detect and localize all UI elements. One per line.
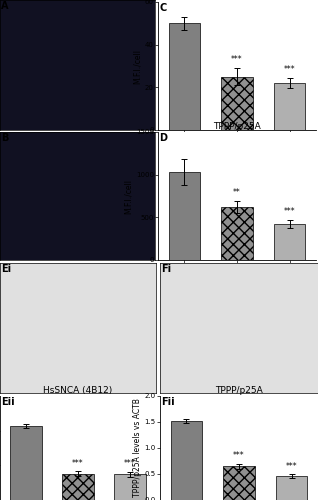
Bar: [170, 421, 202, 500]
Text: ***: ***: [284, 208, 295, 216]
Bar: [274, 224, 306, 260]
Bar: [274, 83, 306, 130]
Text: C: C: [159, 3, 166, 13]
Title: TPPP/p25A: TPPP/p25A: [213, 122, 261, 131]
Bar: [62, 474, 93, 500]
Bar: [169, 24, 200, 130]
Text: Fii: Fii: [161, 397, 175, 407]
Y-axis label: M.F.I./cell: M.F.I./cell: [133, 48, 142, 84]
Title: HsSNCA (LB509): HsSNCA (LB509): [200, 0, 274, 1]
Text: B: B: [1, 133, 8, 143]
Y-axis label: TPPP/p25A levels vs ACTB: TPPP/p25A levels vs ACTB: [133, 398, 142, 498]
Bar: [114, 474, 146, 500]
Text: Ei: Ei: [1, 264, 11, 274]
Text: ***: ***: [286, 462, 297, 471]
Bar: [276, 476, 308, 500]
Bar: [221, 76, 253, 130]
Text: Fi: Fi: [161, 264, 171, 274]
Text: **: **: [233, 188, 241, 198]
Text: Eii: Eii: [1, 397, 15, 407]
Bar: [223, 466, 255, 500]
Text: A: A: [1, 1, 9, 11]
Bar: [221, 207, 253, 260]
Bar: [169, 172, 200, 260]
Y-axis label: M.F.I./cell: M.F.I./cell: [124, 178, 133, 214]
Text: ***: ***: [231, 56, 243, 64]
Text: ***: ***: [124, 460, 136, 468]
Title: TPPP/p25A: TPPP/p25A: [215, 386, 263, 395]
Text: ***: ***: [284, 65, 295, 74]
Text: ***: ***: [72, 459, 84, 468]
Title: HsSNCA (4B12): HsSNCA (4B12): [43, 386, 113, 395]
Text: ***: ***: [233, 452, 245, 460]
Text: D: D: [159, 133, 167, 143]
Bar: [10, 426, 42, 500]
